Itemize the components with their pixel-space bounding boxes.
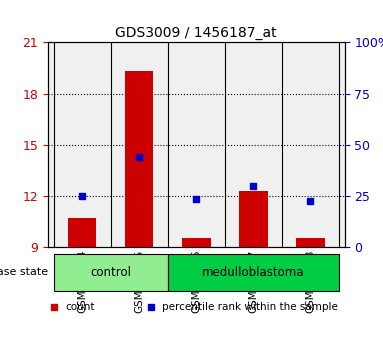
Title: GDS3009 / 1456187_at: GDS3009 / 1456187_at <box>116 26 277 40</box>
Bar <box>239 191 268 247</box>
FancyBboxPatch shape <box>168 254 339 291</box>
Text: control: control <box>90 266 131 279</box>
Text: medulloblastoma: medulloblastoma <box>202 266 304 279</box>
Text: percentile rank within the sample: percentile rank within the sample <box>162 302 338 312</box>
Text: count: count <box>65 302 95 312</box>
Bar <box>68 218 97 247</box>
FancyBboxPatch shape <box>54 254 168 291</box>
Bar <box>125 72 154 247</box>
Text: disease state: disease state <box>0 268 48 278</box>
Bar <box>296 238 325 247</box>
Bar <box>182 238 211 247</box>
